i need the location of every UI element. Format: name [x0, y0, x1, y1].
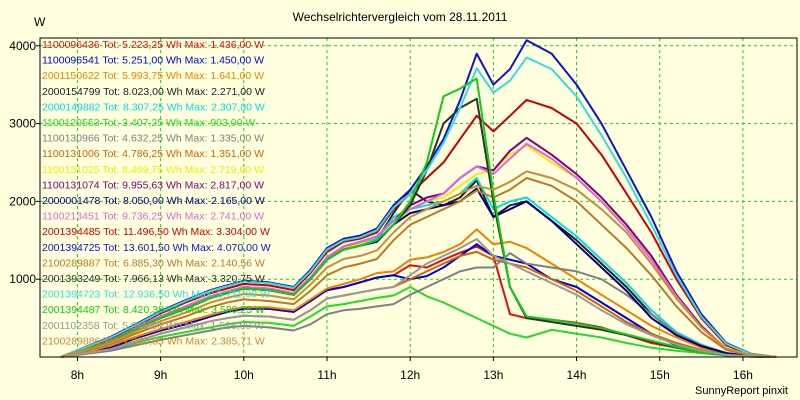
x-tick-label: 11h: [317, 368, 336, 382]
legend: 1100096436 Tot: 5.223,25 Wh Max: 1.436,0…: [42, 39, 271, 347]
legend-entry-8: 1100131006 Tot: 4.786,25 Wh Max: 1.351,0…: [42, 148, 264, 160]
legend-entry-12: 1100213451 Tot: 9.736,25 Wh Max: 2.741,0…: [42, 211, 264, 223]
legend-entry-20: 2100289886 Tot: 7.960,85 Wh Max: 2.385,7…: [42, 335, 265, 347]
y-tick-label: 3000: [9, 117, 36, 131]
legend-entry-4: 2000154799 Tot: 8.023,00 Wh Max: 2.271,0…: [42, 86, 265, 98]
y-tick-label: 4000: [9, 39, 36, 53]
legend-entry-10: 1100131074 Tot: 9.955,63 Wh Max: 2.817,0…: [42, 179, 264, 191]
x-tick-label: 10h: [234, 368, 254, 382]
legend-entry-7: 1100130966 Tot: 4.632,25 Wh Max: 1.335,0…: [42, 133, 264, 145]
series-line-19: [60, 238, 777, 358]
series-line-3: [60, 228, 777, 358]
series-line-18: [60, 77, 777, 358]
plot-background: [40, 38, 797, 357]
legend-entry-18: 2001394487 Tot: 8.420,38 Wh Max: 3.580,2…: [42, 304, 265, 316]
x-tick-label: 13h: [483, 368, 503, 382]
series-line-17: [60, 56, 777, 358]
legend-entry-3: 2001150622 Tot: 5.993,75 Wh Max: 1.641,0…: [42, 70, 264, 82]
footer-credit: SunnyReport pinxit: [695, 385, 788, 397]
legend-entry-5: 2000149882 Tot: 8.307,25 Wh Max: 2.307,0…: [42, 101, 265, 113]
series-line-20: [60, 170, 777, 358]
x-tick-label: 16h: [733, 368, 753, 382]
y-tick-label: 2000: [9, 194, 36, 208]
series-line-6: [60, 286, 777, 358]
legend-entry-6: 1100129553 Tot: 3.407,25 Wh Max: 903,00 …: [42, 117, 255, 129]
axes: 8h 9h 10h 11h 12h 13h 14h 15h 16h 1000 2000 3000 400…: [9, 37, 798, 382]
chart-title: Wechselrichtervergleich vom 28.11.2011: [292, 10, 508, 24]
legend-entry-11: 2000001478 Tot: 8.050,00 Wh Max: 2.165,0…: [42, 195, 265, 207]
y-unit-label: W: [34, 15, 46, 29]
series-lines: [60, 39, 777, 358]
legend-entry-17: 2001394723 Tot: 12.936,50 Wh Max: 3.711,…: [42, 289, 270, 301]
x-tick-label: 9h: [154, 368, 167, 382]
x-tick-label: 8h: [71, 368, 84, 382]
legend-entry-1: 1100096436 Tot: 5.223,25 Wh Max: 1.436,0…: [42, 39, 264, 51]
x-tick-label: 12h: [400, 368, 420, 382]
legend-entry-13: 2001394485 Tot: 11.496,50 Wh Max: 3.304,…: [42, 226, 270, 238]
legend-entry-15: 2100289887 Tot: 6.885,30 Wh Max: 2.140,5…: [42, 257, 265, 269]
x-tick-label: 15h: [650, 368, 670, 382]
legend-entry-19: 2001102358 Tot: 5.045,00 Wh Max: 1.516,0…: [42, 320, 264, 332]
series-line-12: [60, 142, 777, 358]
series-line-15: [60, 177, 777, 358]
legend-entry-16: 2001393249 Tot: 7.966,13 Wh Max: 3.320,7…: [42, 273, 265, 285]
legend-entry-9: 1100131025 Tot: 8.469,75 Wh Max: 2.719,0…: [42, 164, 264, 176]
plot-frame: [39, 37, 798, 358]
legend-entry-14: 2001394725 Tot: 13.601,50 Wh Max: 4.070,…: [42, 242, 271, 254]
y-tick-label: 1000: [9, 272, 36, 286]
legend-entry-2: 1100096541 Tot: 5.251,00 Wh Max: 1.450,0…: [42, 55, 264, 67]
x-tick-label: 14h: [567, 368, 587, 382]
grid: [40, 38, 797, 357]
